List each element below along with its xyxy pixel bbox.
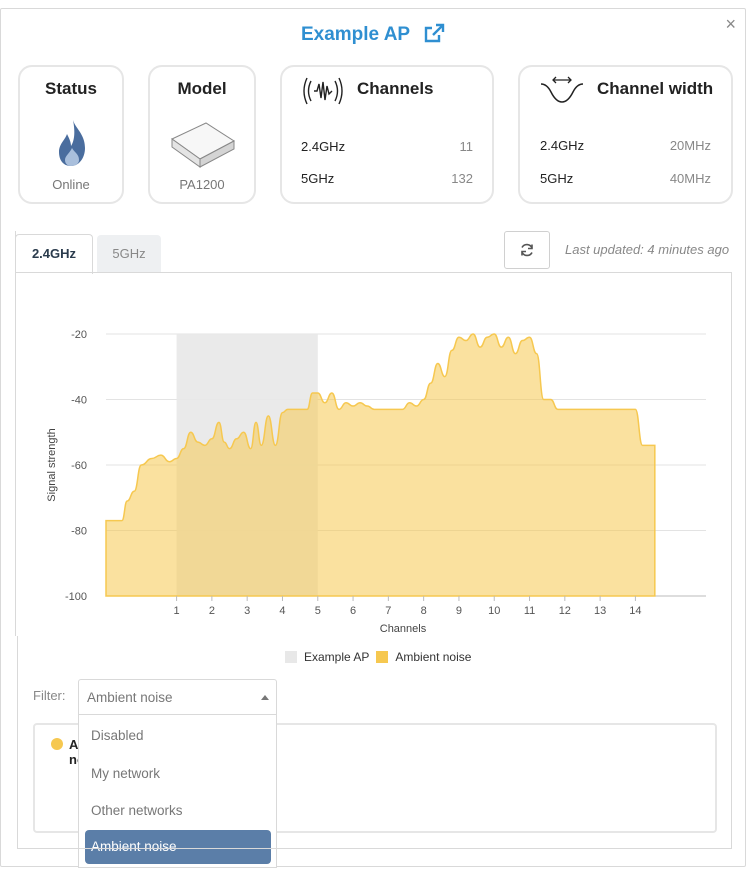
filter-select[interactable]: Ambient noise bbox=[78, 679, 277, 715]
refresh-button[interactable] bbox=[504, 231, 550, 269]
filter-option-my-network[interactable]: My network bbox=[91, 766, 161, 781]
legend-item-example-ap[interactable]: Example AP bbox=[285, 650, 369, 664]
panel-bottom-border bbox=[17, 848, 732, 849]
tab-2-4ghz[interactable]: 2.4GHz bbox=[15, 234, 93, 274]
status-value: Online bbox=[52, 177, 90, 192]
status-card: Status Online bbox=[18, 65, 124, 204]
width-row-5-value: 40MHz bbox=[669, 171, 711, 186]
channel-width-icon bbox=[540, 76, 584, 103]
width-row-5-label: 5GHz bbox=[540, 171, 574, 186]
modal-title[interactable]: Example AP bbox=[1, 23, 745, 49]
channels-card-title: Channels bbox=[357, 79, 434, 98]
model-card-title: Model bbox=[177, 79, 227, 98]
ambient-noise-dot bbox=[51, 738, 63, 750]
last-updated-text: Last updated: 4 minutes ago bbox=[565, 242, 730, 257]
signal-wave-icon bbox=[303, 77, 343, 105]
channels-row-24-label: 2.4GHz bbox=[301, 139, 346, 154]
channels-row-24-value: 11 bbox=[459, 139, 474, 154]
channels-card: Channels 2.4GHz 11 5GHz 132 bbox=[280, 65, 494, 204]
width-row-24-value: 20MHz bbox=[669, 138, 711, 153]
filter-dropdown: Disabled My network Other networks Ambie… bbox=[78, 715, 277, 868]
model-value: PA1200 bbox=[179, 177, 225, 192]
filter-option-other-networks[interactable]: Other networks bbox=[91, 803, 183, 818]
legend-swatch-ambient-noise bbox=[376, 651, 389, 663]
filter-option-ambient-noise[interactable]: Ambient noise bbox=[85, 830, 271, 864]
legend-label-example-ap: Example AP bbox=[304, 650, 370, 664]
access-point-device-icon bbox=[171, 122, 235, 168]
refresh-icon bbox=[521, 243, 533, 257]
model-card: Model PA1200 bbox=[148, 65, 256, 204]
channel-width-card-title: Channel width bbox=[597, 79, 714, 98]
chart-legend: Example AP Ambient noise bbox=[285, 650, 478, 664]
close-button[interactable]: × bbox=[725, 14, 736, 34]
filter-selected-value: Ambient noise bbox=[87, 690, 173, 705]
filter-option-disabled[interactable]: Disabled bbox=[91, 728, 144, 743]
online-flame-icon bbox=[59, 120, 85, 166]
results-item-label: Ambient noise bbox=[69, 737, 78, 767]
channel-width-card: Channel width 2.4GHz 20MHz 5GHz 40MHz bbox=[518, 65, 733, 204]
ap-name[interactable]: Example AP bbox=[300, 24, 410, 45]
status-card-title: Status bbox=[45, 79, 97, 98]
legend-item-ambient-noise[interactable]: Ambient noise bbox=[376, 650, 471, 664]
channels-row-5-label: 5GHz bbox=[301, 171, 335, 186]
tab-5ghz[interactable]: 5GHz bbox=[97, 235, 161, 273]
chart-panel bbox=[15, 272, 732, 636]
lower-panel bbox=[17, 636, 732, 848]
legend-label-ambient-noise: Ambient noise bbox=[395, 650, 472, 664]
legend-swatch-example-ap bbox=[285, 651, 297, 663]
external-link-icon[interactable] bbox=[423, 23, 445, 49]
caret-up-icon bbox=[261, 695, 269, 700]
channels-row-5-value: 132 bbox=[451, 171, 473, 186]
filter-label: Filter: bbox=[33, 688, 66, 703]
width-row-24-label: 2.4GHz bbox=[540, 138, 585, 153]
